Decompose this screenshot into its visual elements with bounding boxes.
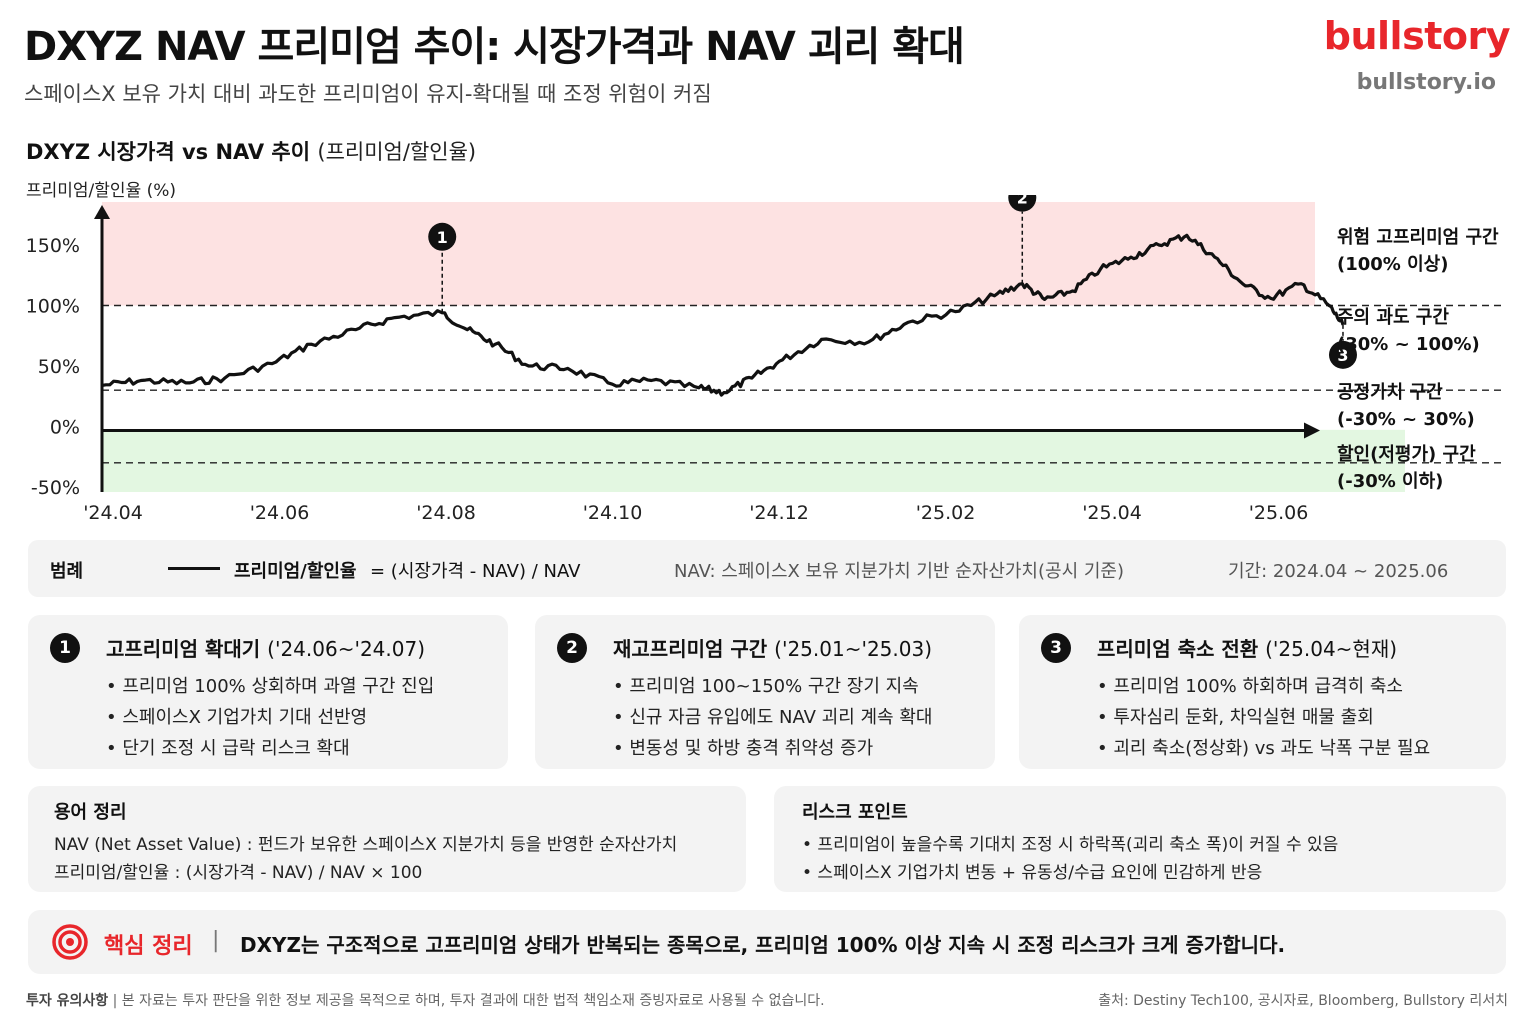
legend-nav-note: NAV: 스페이스X 보유 지분가치 기반 순자산가치(공시 기준): [674, 561, 1125, 582]
chart-title-note: (프리미엄/할인율): [317, 140, 477, 164]
x-axis-arrow: [1304, 422, 1320, 439]
phase-bullet: 변동성 및 하방 충격 취약성 증가: [613, 733, 932, 764]
series-line-premium: [101, 233, 1345, 397]
annotation-label: 1: [437, 228, 448, 247]
zone-range-label: (30% ~ 100%): [1337, 334, 1480, 355]
zone-range-label: (-30% ~ 30%): [1337, 409, 1475, 430]
target-icon: [52, 924, 88, 960]
zone-range-label: (100% 이상): [1337, 254, 1448, 275]
x-tick-label: '24.04: [83, 502, 143, 524]
chart-title: DXYZ 시장가격 vs NAV 추이 (프리미엄/할인율): [26, 136, 476, 166]
x-tick-label: '25.04: [1082, 502, 1142, 524]
phase-title-text: 고프리미엄 확대기: [106, 637, 261, 661]
chart-title-main: DXYZ 시장가격 vs NAV 추이: [26, 140, 311, 164]
legend-period: 기간: 2024.04 ~ 2025.06: [1228, 561, 1449, 582]
phase-bullet: 괴리 축소(정상화) vs 과도 낙폭 구분 필요: [1097, 733, 1430, 764]
phase-title-text: 프리미엄 축소 전환: [1097, 637, 1259, 661]
y-tick-label: -50%: [31, 477, 80, 499]
phase-bullets: 프리미엄 100% 상회하며 과열 구간 진입 스페이스X 기업가치 기대 선반…: [106, 671, 434, 764]
footer-notice: 투자 유의사항 | 본 자료는 투자 판단을 위한 정보 제공을 목적으로 하며…: [26, 990, 825, 1010]
summary-separator: |: [212, 928, 220, 953]
discount-zone-band: [102, 429, 1405, 492]
phase-number-badge: 1: [50, 633, 80, 663]
phase-card-2: 2 재고프리미엄 구간 ('25.01~'25.03) 프리미엄 100~150…: [535, 615, 995, 769]
legend-bar: 범례 프리미엄/할인율 = (시장가격 - NAV) / NAV NAV: 스페…: [28, 540, 1506, 597]
y-axis-arrow: [94, 205, 110, 219]
glossary-line: 프리미엄/할인율 : (시장가격 - NAV) / NAV × 100: [54, 863, 423, 883]
page-subtitle: 스페이스X 보유 가치 대비 과도한 프리미엄이 유지-확대될 때 조정 위험이…: [24, 82, 712, 106]
phase-bullet: 프리미엄 100% 하회하며 급격히 축소: [1097, 671, 1430, 702]
page-title: DXYZ NAV 프리미엄 추이: 시장가격과 NAV 괴리 확대: [24, 24, 965, 70]
x-tick-label: '24.06: [250, 502, 310, 524]
y-tick-label: 100%: [26, 296, 80, 318]
zone-name-label: 위험 고프리미엄 구간: [1337, 226, 1499, 248]
phase-title: 프리미엄 축소 전환 ('25.04~현재): [1097, 633, 1397, 662]
summary-text: DXYZ는 구조적으로 고프리미엄 상태가 반복되는 종목으로, 프리미엄 10…: [240, 933, 1286, 957]
x-tick-label: '24.10: [583, 502, 643, 524]
y-tick-label: 50%: [38, 356, 80, 378]
x-tick-label: '25.02: [916, 502, 976, 524]
zone-name-label: 주의 과도 구간: [1337, 307, 1449, 328]
legend-title: 범례: [50, 561, 84, 582]
legend-formula: = (시장가격 - NAV) / NAV: [370, 561, 581, 582]
phase-bullets: 프리미엄 100~150% 구간 장기 지속 신규 자금 유입에도 NAV 괴리…: [613, 671, 932, 764]
phase-period: ('24.06~'24.07): [267, 637, 426, 661]
legend-line-swatch: [168, 567, 220, 570]
risk-line: • 프리미엄이 높을수록 기대치 조정 시 하락폭(괴리 축소 폭)이 커질 수…: [802, 835, 1339, 855]
footer-notice-label: 투자 유의사항: [26, 993, 109, 1009]
phase-period: ('25.01~'25.03): [774, 637, 933, 661]
phase-number-badge: 2: [557, 633, 587, 663]
x-tick-label: '25.06: [1249, 502, 1309, 524]
y-tick-label: 150%: [26, 235, 80, 257]
phase-title: 재고프리미엄 구간 ('25.01~'25.03): [613, 633, 932, 662]
phase-title: 고프리미엄 확대기 ('24.06~'24.07): [106, 633, 425, 662]
risk-title: 리스크 포인트: [802, 802, 908, 823]
footer-source: 출처: Destiny Tech100, 공시자료, Bloomberg, Bu…: [1098, 993, 1508, 1009]
phase-bullet: 프리미엄 100% 상회하며 과열 구간 진입: [106, 671, 434, 702]
risk-box: 리스크 포인트 • 프리미엄이 높을수록 기대치 조정 시 하락폭(괴리 축소 …: [774, 786, 1506, 892]
phase-title-text: 재고프리미엄 구간: [613, 637, 768, 661]
phase-card-3: 3 프리미엄 축소 전환 ('25.04~현재) 프리미엄 100% 하회하며 …: [1019, 615, 1506, 769]
phase-bullet: 신규 자금 유입에도 NAV 괴리 계속 확대: [613, 702, 932, 733]
glossary-box: 용어 정리 NAV (Net Asset Value) : 펀드가 보유한 스페…: [28, 786, 746, 892]
annotation-label: 2: [1017, 195, 1028, 208]
annotation-marker: [1008, 195, 1037, 212]
risk-line: • 스페이스X 기업가치 변동 + 유동성/수급 요인에 민감하게 반응: [802, 863, 1263, 883]
glossary-title: 용어 정리: [54, 802, 127, 823]
zone-range-label: (-30% 이하): [1337, 471, 1443, 492]
zone-name-label: 공정가치 구간: [1337, 382, 1443, 403]
phase-bullet: 프리미엄 100~150% 구간 장기 지속: [613, 671, 932, 702]
phase-bullets: 프리미엄 100% 하회하며 급격히 축소 투자심리 둔화, 차익실현 매물 출…: [1097, 671, 1430, 764]
phase-period: ('25.04~현재): [1265, 637, 1398, 661]
summary-bar: 핵심 정리 | DXYZ는 구조적으로 고프리미엄 상태가 반복되는 종목으로,…: [28, 910, 1506, 974]
annotation-marker: [428, 222, 457, 251]
summary-label: 핵심 정리: [104, 934, 193, 959]
phase-number-badge: 3: [1041, 633, 1071, 663]
brand-url[interactable]: bullstory.io: [1356, 70, 1496, 95]
brand-logo: bullstory: [1323, 14, 1511, 58]
phase-bullet: 단기 조정 시 급락 리스크 확대: [106, 733, 434, 764]
annotation-label: 3: [1337, 346, 1348, 365]
danger-zone-band: [102, 202, 1315, 306]
x-tick-label: '24.12: [749, 502, 809, 524]
legend-series-label: 프리미엄/할인율: [234, 561, 357, 582]
x-tick-label: '24.08: [416, 502, 476, 524]
footer-notice-text: | 본 자료는 투자 판단을 위한 정보 제공을 목적으로 하며, 투자 결과에…: [112, 993, 825, 1009]
phase-bullet: 투자심리 둔화, 차익실현 매물 출회: [1097, 702, 1430, 733]
zone-name-label: 할인(저평가) 구간: [1337, 443, 1476, 465]
phase-bullet: 스페이스X 기업가치 기대 선반영: [106, 702, 434, 733]
y-tick-label: 0%: [50, 417, 80, 439]
glossary-line: NAV (Net Asset Value) : 펀드가 보유한 스페이스X 지분…: [54, 835, 678, 855]
y-axis-label: 프리미엄/할인율 (%): [26, 181, 177, 201]
phase-card-1: 1 고프리미엄 확대기 ('24.06~'24.07) 프리미엄 100% 상회…: [28, 615, 508, 769]
annotation-marker: [1328, 340, 1357, 369]
premium-line-chart: 150% 100% 50% 0% -50%'24.04 '24.06 '24.08 '24.1…: [26, 195, 1505, 524]
